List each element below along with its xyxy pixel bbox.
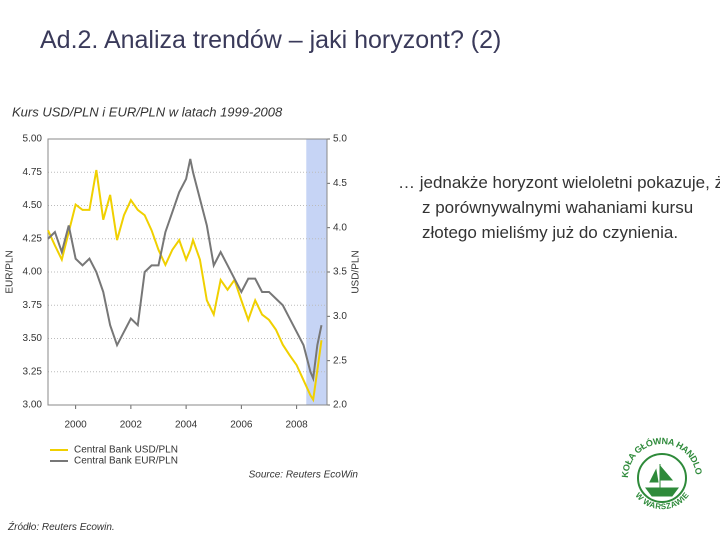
y2-tick-label: 5.0 [333,134,347,145]
logo-ring [637,453,687,503]
y-tick-label: 3.50 [23,333,43,344]
logo-ship [645,464,679,497]
series-line [47,169,323,403]
y-tick-label: 3.25 [23,366,43,377]
y-tick-label: 3.75 [23,300,43,311]
x-tick-label: 2002 [120,420,143,431]
plot-frame [47,138,328,406]
x-tick-label: 2004 [175,420,198,431]
logo: SZKOŁA GŁÓWNA HANDLOWA W WARSZAWIE [612,428,704,511]
y2-axis-label: USD/PLN [351,250,362,293]
y-tick-label: 4.50 [23,200,43,211]
x-tick-label: 2008 [285,420,308,431]
footnote: Źródło: Reuters Ecowin. [8,522,115,533]
x-tick-label: 2000 [64,420,87,431]
y2-tick-label: 2.5 [333,355,347,366]
y-tick-label: 4.25 [23,233,43,244]
logo-top: SZKOŁA GŁÓWNA HANDLOWA [612,428,704,478]
y2-tick-label: 4.0 [333,222,347,233]
slide-title: Ad.2. Analiza trendów – jaki horyzont? (… [40,26,502,54]
y-tick-label: 5.00 [23,134,43,145]
x-tick-label: 2006 [230,420,253,431]
y2-tick-label: 4.5 [333,178,347,189]
chart: Kurs USD/PLN i EUR/PLN w latach 1999-200… [5,104,362,481]
y2-tick-label: 2.0 [333,400,347,411]
legend-label: Central Bank EUR/PLN [74,456,178,467]
logo-text: SZKOŁA GŁÓWNA HANDLOWA [612,428,704,478]
series-line [47,158,323,383]
chart-title: Kurs USD/PLN i EUR/PLN w latach 1999-200… [12,104,283,119]
legend-label: Central Bank USD/PLN [74,445,178,456]
y2-tick-label: 3.0 [333,311,347,322]
y2-tick-label: 3.5 [333,267,347,278]
chart-source: Source: Reuters EcoWin [249,470,359,481]
y-tick-label: 4.00 [23,267,43,278]
body-text: … jednakże horyzont wieloletni pokazuje,… [398,173,720,242]
y-axis-label: EUR/PLN [5,250,16,293]
y-tick-label: 3.00 [23,400,43,411]
y-tick-label: 4.75 [23,167,43,178]
